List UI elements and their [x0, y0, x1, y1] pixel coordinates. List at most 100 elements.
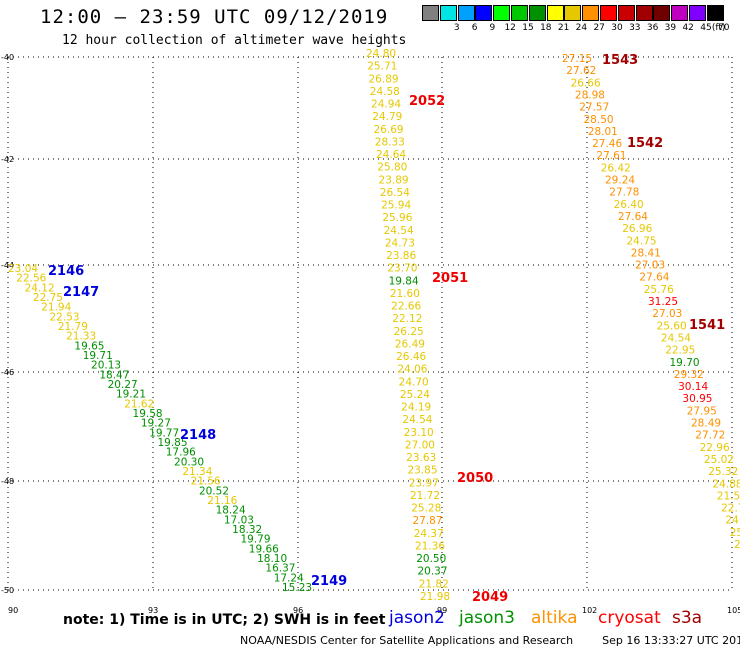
- swh-reading: 23.63: [406, 452, 436, 464]
- pass-number-label: 2148: [180, 428, 216, 443]
- scale-tick-label: 15: [522, 23, 534, 33]
- swh-reading: 21.98: [420, 591, 450, 603]
- swh-reading: 28.33: [375, 136, 405, 148]
- swh-reading: 28.41: [631, 247, 661, 259]
- swh-reading: 21.33: [66, 331, 96, 343]
- swh-reading: 21.62: [124, 398, 154, 410]
- swh-reading: 21.72: [410, 490, 440, 502]
- swh-reading: 20.30: [174, 456, 204, 468]
- mission-label: cryosat: [598, 608, 661, 628]
- scale-swatch: [671, 5, 689, 21]
- scale-tick-label: 6: [471, 23, 478, 33]
- swh-reading: 27.15: [562, 53, 592, 65]
- swh-reading: 27.78: [609, 187, 639, 199]
- scale-swatch: [564, 5, 582, 21]
- scale-tick-label: 24: [575, 23, 588, 33]
- scale-swatch: [475, 5, 493, 21]
- swh-reading: 25.32: [708, 466, 738, 478]
- scale-swatch: [546, 5, 564, 21]
- swh-reading: 24.75: [627, 235, 657, 247]
- swh-reading: 19.71: [83, 350, 113, 362]
- swh-reading: 21.34: [182, 466, 212, 478]
- swh-reading: 17.96: [166, 447, 196, 459]
- swh-reading: 24.70: [399, 376, 429, 388]
- latitude-tick-label: -42: [1, 155, 14, 164]
- scale-unit-label: (ft): [711, 23, 726, 33]
- pass-number-label: 2051: [432, 271, 468, 286]
- swh-reading: 19.58: [133, 408, 163, 420]
- swh-reading: 31.25: [648, 296, 678, 308]
- swh-reading: 18.32: [232, 524, 262, 536]
- generated-timestamp: Sep 16 13:33:27 UTC 2019: [602, 634, 740, 647]
- latitude-tick-label: -48: [1, 477, 14, 486]
- swh-reading: 25.: [730, 527, 740, 539]
- swh-reading: 22.75: [33, 292, 63, 304]
- swh-reading: 26.49: [395, 338, 425, 350]
- scale-tick-label: 12: [504, 23, 516, 33]
- pass-number-label: 2050: [457, 471, 493, 486]
- swh-reading: 15.23: [282, 582, 312, 594]
- scale-tick-label: 18: [540, 23, 552, 33]
- longitude-tick-label: 93: [148, 606, 158, 615]
- swh-reading: 25.24: [400, 389, 430, 401]
- swh-reading: 17.24: [274, 572, 304, 584]
- scale-tick-label: 30: [611, 23, 623, 33]
- swh-reading: 26.25: [394, 326, 424, 338]
- scale-tick-label: 39: [664, 23, 677, 33]
- swh-reading: 27.72: [695, 430, 725, 442]
- swh-reading: 24.94: [371, 99, 401, 111]
- swh-reading: 27.95: [687, 405, 717, 417]
- swh-reading: 25.28: [411, 503, 441, 515]
- swh-reading: 24.06: [397, 364, 427, 376]
- mission-label: jason3: [459, 608, 515, 628]
- mission-label: s3a: [672, 608, 703, 628]
- scale-swatch: [528, 5, 546, 21]
- latitude-tick-label: -46: [1, 368, 14, 377]
- swh-reading: 24.88: [713, 478, 740, 490]
- swh-reading: 24.54: [384, 225, 414, 237]
- swh-reading: 20.13: [91, 360, 121, 372]
- scale-tick-label: 70: [718, 23, 730, 33]
- swh-reading: 30.95: [682, 393, 712, 405]
- swh-reading: 23.89: [379, 174, 409, 186]
- scale-tick-label: 45: [700, 23, 712, 33]
- longitude-tick-label: 96: [293, 606, 303, 615]
- swh-reading: 27.57: [579, 102, 609, 114]
- swh-reading: 19.70: [670, 357, 700, 369]
- pass-number-label: 2052: [409, 94, 445, 109]
- swh-reading: 24.37: [414, 528, 444, 540]
- swh-reading: 20.52: [199, 485, 229, 497]
- swh-reading: 28.49: [691, 418, 721, 430]
- swh-reading: 24.64: [376, 149, 406, 161]
- footer: NOAA/NESDIS Center for Satellite Applica…: [240, 634, 740, 647]
- swh-reading: 24.79: [372, 111, 402, 123]
- swh-reading: 21.57: [717, 490, 740, 502]
- scale-tick-label: 27: [593, 23, 605, 33]
- scale-tick-label: 3: [453, 23, 460, 33]
- pass-number-label: 2146: [48, 264, 84, 279]
- swh-reading: 18.10: [257, 553, 287, 565]
- swh-reading: 25.96: [382, 212, 412, 224]
- swh-reading: 21.94: [41, 302, 71, 314]
- units-note: note: 1) Time is in UTC; 2) SWH is in fe…: [63, 612, 386, 628]
- swh-reading: 27.03: [652, 308, 682, 320]
- swh-reading: 24.54: [402, 414, 432, 426]
- longitude-tick-label: 90: [8, 606, 18, 615]
- swh-reading: 26.69: [374, 124, 404, 136]
- swh-reading: 23.10: [404, 427, 434, 439]
- swh-reading: 30.14: [678, 381, 708, 393]
- swh-reading: 17.03: [224, 514, 254, 526]
- swh-reading: 19.85: [157, 437, 187, 449]
- swh-reading: 22.56: [16, 273, 46, 285]
- scale-swatch: [422, 5, 439, 21]
- swh-reading: 19.27: [141, 418, 171, 430]
- swh-reading: 21.36: [415, 540, 445, 552]
- swh-reading: 27.87: [412, 515, 442, 527]
- swh-reading: 27.64: [639, 272, 669, 284]
- swh-reading: 24.12: [25, 282, 55, 294]
- credit-text: NOAA/NESDIS Center for Satellite Applica…: [240, 634, 574, 647]
- longitude-tick-label: 102: [582, 606, 597, 615]
- swh-reading: 25.80: [377, 162, 407, 174]
- swh-reading: 24.73: [385, 237, 415, 249]
